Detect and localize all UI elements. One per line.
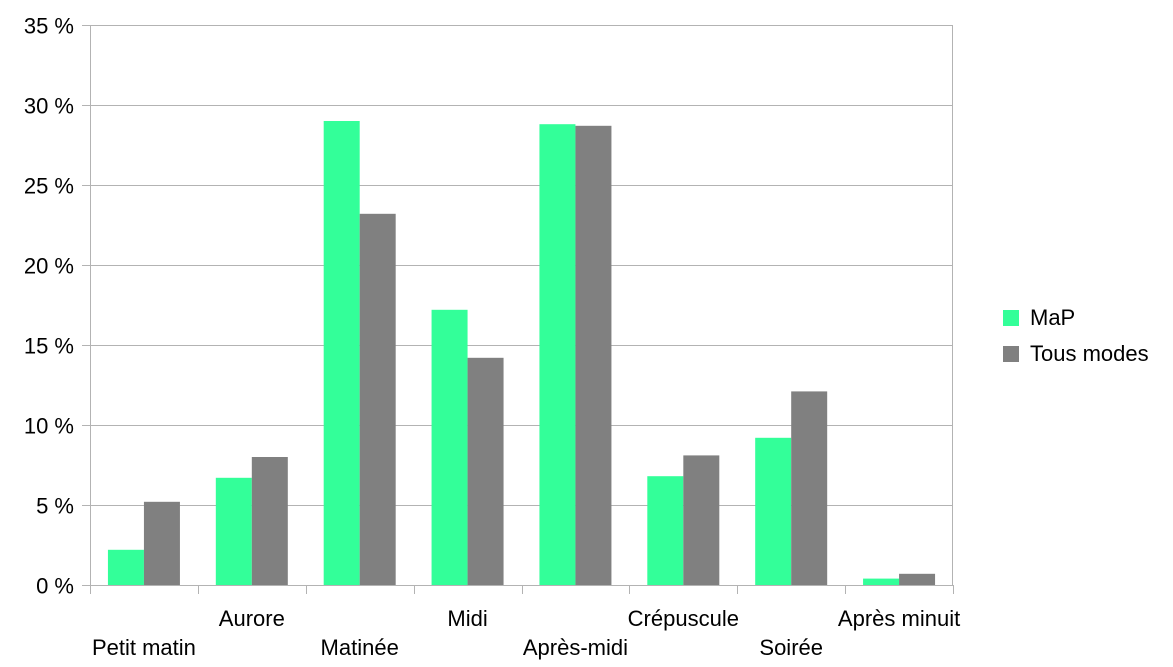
legend-label-map: MaP	[1030, 305, 1075, 330]
bar-tous-modes-6	[791, 391, 828, 585]
x-tick-label: Crépuscule	[628, 606, 739, 631]
bar-map-6	[755, 437, 792, 585]
bars	[107, 121, 936, 586]
bar-map-4	[539, 124, 576, 585]
y-tick-label: 10 %	[24, 414, 74, 439]
legend-swatch-map	[1003, 310, 1019, 326]
bar-map-2	[323, 121, 360, 585]
legend: MaP Tous modes	[1003, 305, 1149, 366]
x-tick-label: Midi	[447, 606, 487, 631]
bar-map-3	[431, 309, 468, 585]
bar-map-5	[647, 476, 684, 585]
x-tick-labels: Petit matin Aurore Matinée Midi Après-midiCr…	[92, 606, 960, 660]
bar-tous-modes-5	[683, 455, 720, 585]
x-tick-label: Petit matin	[92, 635, 196, 660]
x-tick-label: Aurore	[219, 606, 285, 631]
x-tick-label: Après-midi	[523, 635, 628, 660]
x-tick-label: Soirée	[759, 635, 823, 660]
bar-tous-modes-3	[467, 357, 504, 585]
bar-map-0	[107, 549, 144, 585]
y-tick-label: 15 %	[24, 334, 74, 359]
y-tick-label: 35 %	[24, 14, 74, 39]
bar-tous-modes-2	[359, 213, 396, 586]
legend-swatch-tous-modes	[1003, 346, 1019, 362]
y-tick-label: 20 %	[24, 254, 74, 279]
x-tick-label: Matinée	[321, 635, 399, 660]
bar-tous-modes-4	[575, 125, 612, 586]
y-tick-label: 30 %	[24, 94, 74, 119]
bar-tous-modes-1	[251, 457, 288, 585]
legend-label-tous-modes: Tous modes	[1030, 341, 1149, 366]
y-tick-label: 5 %	[36, 494, 74, 519]
bar-tous-modes-7	[899, 573, 936, 585]
y-tick-label: 25 %	[24, 174, 74, 199]
axes	[90, 25, 954, 594]
bar-tous-modes-0	[143, 501, 180, 585]
y-tick-label: 0 %	[36, 574, 74, 599]
y-tick-labels: 0 % 5 % 10 % 15 % 20 % 25 % 30 % 35 %	[24, 14, 74, 599]
bar-map-7	[863, 578, 900, 585]
bar-map-1	[215, 477, 252, 585]
x-tick-label: Après minuit	[838, 606, 960, 631]
